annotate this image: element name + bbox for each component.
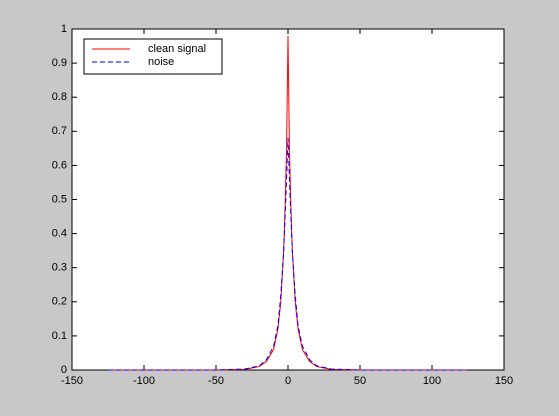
x-tick-label: -150 [61, 375, 83, 387]
y-tick-label: 0.4 [52, 228, 67, 240]
y-tick-label: 0.2 [52, 296, 67, 308]
legend-label: noise [148, 56, 174, 68]
legend-label: clean signal [148, 43, 206, 55]
x-tick-label: -50 [208, 375, 224, 387]
plot-area [71, 28, 505, 371]
y-tick-label: 0.3 [52, 262, 67, 274]
y-tick-label: 0.6 [52, 159, 67, 171]
y-tick-label: 0 [61, 364, 67, 376]
y-tick-label: 0.8 [52, 91, 67, 103]
y-tick-label: 0.7 [52, 125, 67, 137]
y-tick-label: 1 [61, 23, 67, 35]
y-tick-label: 0.1 [52, 330, 67, 342]
legend-box [83, 38, 223, 75]
x-tick-label: 150 [495, 375, 513, 387]
series-line [108, 35, 468, 371]
x-tick-label: 50 [354, 375, 366, 387]
y-tick-label: 0.9 [52, 57, 67, 69]
y-tick-label: 0.5 [52, 193, 67, 205]
x-tick-label: 100 [423, 375, 441, 387]
x-tick-label: 0 [285, 375, 291, 387]
series-line [108, 138, 468, 371]
x-tick-label: -100 [133, 375, 155, 387]
